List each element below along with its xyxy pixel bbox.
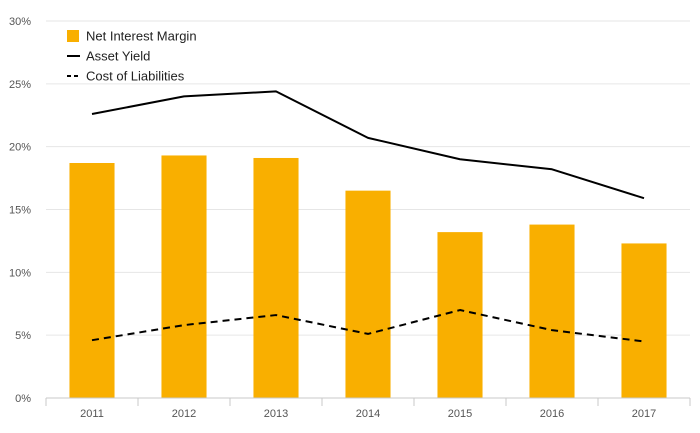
- legend-item: Net Interest Margin: [67, 29, 197, 44]
- bar-2012: [161, 155, 207, 398]
- y-tick-label: 25%: [9, 79, 31, 91]
- y-tick-label: 5%: [15, 330, 31, 342]
- legend-item: Asset Yield: [67, 49, 150, 64]
- x-tick-label: 2015: [448, 408, 472, 420]
- x-tick-label: 2013: [264, 408, 288, 420]
- legend-label: Net Interest Margin: [86, 29, 197, 44]
- bar-2017: [621, 243, 667, 398]
- y-axis: 0% 5% 10% 15% 20% 25% 30%: [9, 16, 31, 405]
- legend: Net Interest Margin Asset Yield Cost of Li…: [67, 29, 197, 84]
- x-tick-label: 2016: [540, 408, 564, 420]
- y-tick-label: 30%: [9, 16, 31, 28]
- line-series: [91, 90, 645, 343]
- x-tick-label: 2014: [356, 408, 380, 420]
- y-tick-label: 0%: [15, 393, 31, 405]
- legend-item: Cost of Liabilities: [67, 69, 185, 84]
- y-tick-label: 10%: [9, 267, 31, 279]
- x-axis: 2011 2012 2013 2014 2015 2016 2017: [45, 397, 691, 420]
- cost-of-liabilities-line: [91, 309, 645, 343]
- x-tick-label: 2017: [632, 408, 656, 420]
- asset-yield-line: [91, 90, 645, 200]
- bar-2015: [437, 232, 483, 398]
- bar-2011: [69, 163, 115, 398]
- y-tick-label: 15%: [9, 205, 31, 217]
- y-tick-label: 20%: [9, 142, 31, 154]
- bar-2013: [253, 157, 299, 398]
- legend-label: Cost of Liabilities: [86, 69, 185, 84]
- bar-series: [69, 155, 667, 398]
- bar-2016: [529, 224, 575, 398]
- legend-label: Asset Yield: [86, 49, 150, 64]
- legend-swatch: [67, 30, 79, 42]
- bar-2014: [345, 190, 391, 398]
- x-tick-label: 2012: [172, 408, 196, 420]
- x-tick-label: 2011: [80, 408, 104, 420]
